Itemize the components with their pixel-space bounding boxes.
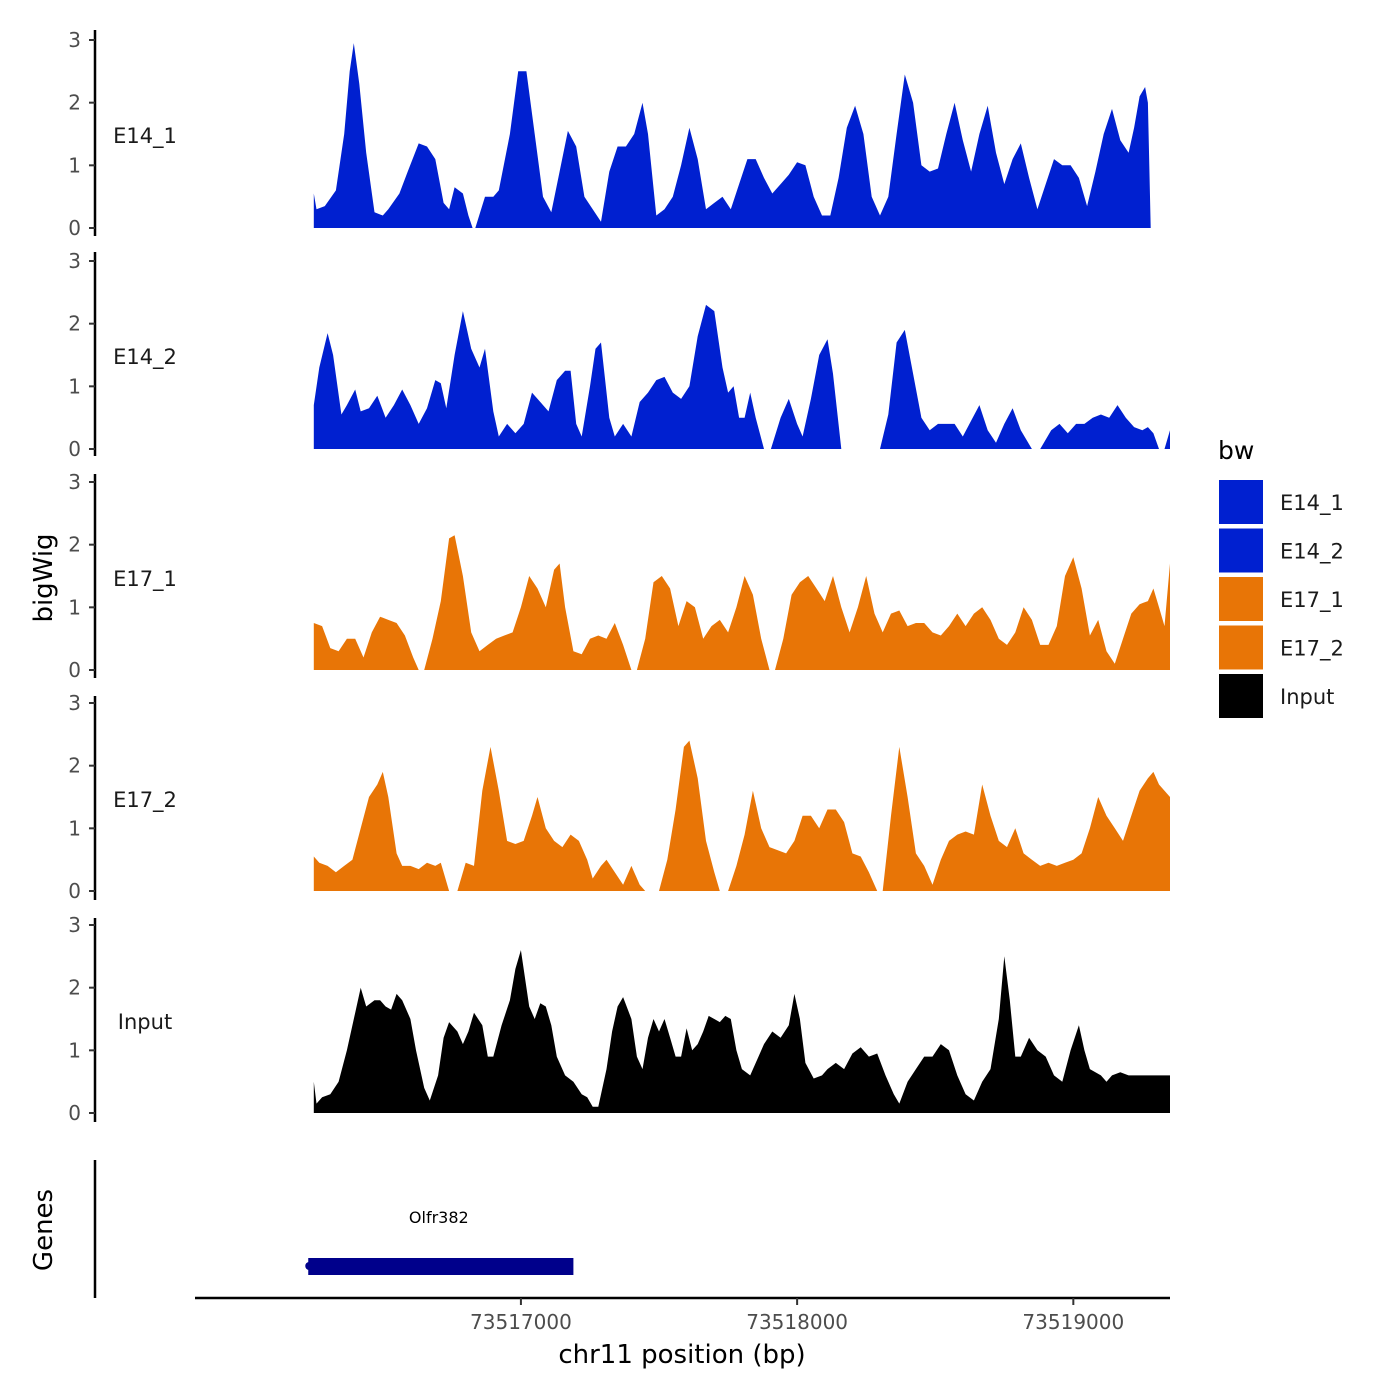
legend-label-e14-2: E14_2 — [1280, 540, 1344, 565]
area-e17-2 — [313, 740, 1170, 891]
y-tick-label-input-2: 2 — [68, 976, 81, 1000]
y-tick-label-e14-2-1: 1 — [68, 374, 81, 398]
legend-key-e14-1 — [1219, 480, 1263, 524]
y-tick-label-e14-1-2: 2 — [68, 91, 81, 115]
area-input — [313, 950, 1170, 1113]
y-tick-label-e17-1-1: 1 — [68, 595, 81, 619]
y-tick-label-e17-1-0: 0 — [68, 658, 81, 682]
legend-key-e17-2 — [1219, 625, 1263, 670]
legend-title: bw — [1218, 436, 1254, 465]
area-e14-1 — [313, 43, 1151, 228]
gene-tss-marker — [305, 1262, 314, 1270]
genes-axis-title: Genes — [29, 1189, 59, 1271]
area-e17-1 — [313, 535, 1170, 670]
legend-label-input: Input — [1280, 685, 1334, 709]
track-label-e14-2: E14_2 — [113, 345, 177, 370]
y-tick-label-e17-2-1: 1 — [68, 816, 81, 840]
y-tick-label-e14-2-0: 0 — [68, 437, 81, 461]
legend-label-e14-1: E14_1 — [1280, 491, 1344, 516]
legend-label-e17-1: E17_1 — [1280, 588, 1344, 613]
track-label-input: Input — [118, 1010, 172, 1034]
legend-key-e17-1 — [1219, 577, 1263, 621]
y-tick-label-e17-2-3: 3 — [68, 691, 81, 715]
track-label-e14-1: E14_1 — [113, 124, 177, 149]
x-tick-label-73519000: 73519000 — [1022, 1310, 1124, 1334]
y-tick-label-e17-2-2: 2 — [68, 754, 81, 778]
x-tick-label-73518000: 73518000 — [746, 1310, 848, 1334]
y-tick-label-input-3: 3 — [68, 913, 81, 937]
y-tick-label-e14-2-2: 2 — [68, 312, 81, 336]
track-label-e17-2: E17_2 — [113, 788, 177, 813]
y-tick-label-input-1: 1 — [68, 1038, 81, 1062]
y-axis-title: bigWig — [29, 533, 59, 622]
y-tick-label-e17-2-0: 0 — [68, 879, 81, 903]
y-tick-label-input-0: 0 — [68, 1101, 81, 1125]
track-label-e17-1: E17_1 — [113, 567, 177, 592]
legend-key-input — [1219, 674, 1263, 718]
y-tick-label-e14-1-3: 3 — [68, 28, 81, 52]
y-tick-label-e17-1-2: 2 — [68, 533, 81, 557]
gene-label-olfr382: Olfr382 — [409, 1208, 469, 1227]
y-tick-label-e14-1-0: 0 — [68, 216, 81, 240]
y-tick-label-e14-1-1: 1 — [68, 153, 81, 177]
area-e14-2 — [313, 304, 1170, 449]
x-tick-label-73517000: 73517000 — [470, 1310, 572, 1334]
y-tick-label-e14-2-3: 3 — [68, 249, 81, 273]
legend-key-e14-2 — [1219, 528, 1263, 573]
legend-label-e17-2: E17_2 — [1280, 637, 1344, 662]
gene-body-olfr382 — [308, 1258, 574, 1275]
x-axis-title: chr11 position (bp) — [558, 1340, 805, 1370]
y-tick-label-e17-1-3: 3 — [68, 470, 81, 494]
